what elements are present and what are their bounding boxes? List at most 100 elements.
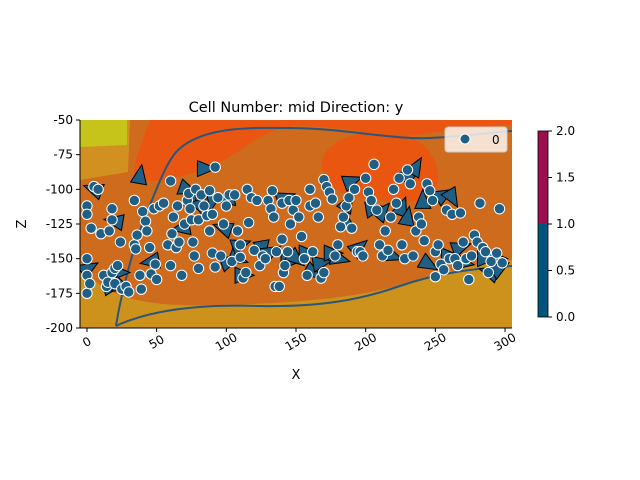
data-point bbox=[81, 252, 93, 265]
colorbar-tick-label: 0.0 bbox=[556, 310, 575, 324]
y-tick-label: -125 bbox=[46, 217, 73, 231]
data-point bbox=[393, 172, 405, 184]
x-tick-label: 0 bbox=[80, 334, 94, 350]
contour-line-left bbox=[115, 126, 291, 327]
data-point bbox=[198, 200, 210, 212]
data-point bbox=[424, 185, 436, 197]
data-point bbox=[415, 218, 428, 230]
y-tick-label: -175 bbox=[46, 286, 73, 300]
data-point bbox=[407, 250, 419, 262]
data-point bbox=[266, 185, 279, 197]
data-point bbox=[301, 269, 313, 282]
data-point bbox=[259, 252, 272, 265]
x-axis-ticks: 0 50 100 150 200 250 300 bbox=[80, 328, 518, 354]
data-point bbox=[385, 211, 397, 223]
data-point bbox=[387, 183, 400, 196]
data-point bbox=[215, 250, 227, 262]
data-point bbox=[318, 266, 330, 279]
data-point bbox=[209, 261, 221, 273]
data-point bbox=[390, 197, 403, 209]
data-point bbox=[106, 203, 118, 215]
data-point bbox=[465, 250, 478, 262]
legend: 0 bbox=[444, 126, 508, 153]
data-point bbox=[166, 228, 178, 240]
data-point bbox=[418, 234, 430, 247]
colorbar-ticks: 0.0 0.5 1.0 1.5 2.0 bbox=[548, 124, 575, 324]
y-tick-label: -50 bbox=[53, 113, 73, 127]
orientation-marker bbox=[416, 252, 440, 271]
data-point bbox=[479, 246, 492, 258]
data-point bbox=[251, 194, 263, 207]
data-point bbox=[130, 243, 142, 255]
data-point bbox=[290, 194, 302, 207]
colorbar: 0.0 0.5 1.0 1.5 2.0 bbox=[537, 124, 575, 324]
data-point bbox=[220, 200, 233, 212]
data-point bbox=[114, 236, 127, 248]
orientation-marker bbox=[440, 185, 459, 209]
data-point bbox=[150, 273, 163, 286]
data-point bbox=[111, 259, 124, 272]
data-points bbox=[81, 158, 508, 300]
data-point bbox=[454, 207, 467, 219]
data-point bbox=[371, 204, 383, 216]
colorbar-segment-upper bbox=[538, 131, 548, 224]
data-point bbox=[295, 230, 308, 243]
y-axis-label: Z bbox=[15, 219, 30, 228]
y-axis-ticks: -50 -75 -100 -125 -150 -175 -200 bbox=[46, 113, 80, 335]
data-point bbox=[496, 257, 508, 269]
colorbar-tick-label: 1.5 bbox=[556, 171, 575, 185]
data-point bbox=[141, 225, 153, 237]
colorbar-tick-label: 1.0 bbox=[556, 217, 575, 231]
data-point bbox=[451, 259, 464, 272]
data-point bbox=[206, 208, 219, 220]
data-point bbox=[135, 283, 148, 295]
data-point bbox=[131, 229, 143, 241]
data-point bbox=[348, 183, 361, 196]
data-point bbox=[164, 175, 177, 187]
x-tick-label: 300 bbox=[492, 330, 519, 354]
data-point bbox=[359, 172, 372, 184]
x-axis-label: X bbox=[292, 368, 301, 383]
data-point bbox=[212, 191, 224, 204]
data-point bbox=[209, 161, 221, 173]
data-point bbox=[234, 251, 246, 263]
data-point bbox=[463, 273, 475, 286]
field-region-gold bbox=[80, 260, 512, 328]
data-point bbox=[203, 185, 216, 197]
data-point bbox=[304, 183, 316, 196]
data-point bbox=[493, 203, 506, 215]
data-point bbox=[134, 269, 146, 282]
data-point bbox=[332, 239, 344, 251]
data-point bbox=[187, 236, 199, 248]
data-point bbox=[203, 225, 216, 237]
legend-box bbox=[444, 126, 508, 153]
data-point bbox=[242, 216, 255, 229]
data-point bbox=[307, 246, 319, 258]
data-point bbox=[103, 225, 115, 237]
data-point bbox=[92, 183, 104, 196]
data-point bbox=[379, 225, 391, 237]
data-point bbox=[234, 239, 246, 251]
data-point bbox=[309, 197, 322, 209]
x-tick-label: 100 bbox=[213, 330, 240, 354]
data-point bbox=[396, 239, 408, 251]
data-point bbox=[84, 277, 96, 290]
data-point bbox=[368, 158, 380, 171]
x-tick-label: 150 bbox=[283, 330, 310, 354]
data-point bbox=[188, 250, 200, 262]
orientation-marker bbox=[404, 156, 422, 179]
data-point bbox=[270, 246, 283, 258]
data-point bbox=[176, 269, 188, 282]
data-point bbox=[357, 250, 369, 262]
data-point bbox=[81, 208, 93, 220]
y-tick-label: -100 bbox=[46, 182, 73, 196]
data-point bbox=[429, 270, 442, 283]
data-point bbox=[248, 244, 260, 257]
data-point bbox=[164, 259, 177, 272]
data-point bbox=[85, 222, 97, 234]
data-point bbox=[373, 239, 386, 251]
colorbar-segment-lower bbox=[538, 224, 548, 317]
data-point bbox=[457, 236, 469, 248]
y-tick-label: -75 bbox=[53, 148, 73, 162]
